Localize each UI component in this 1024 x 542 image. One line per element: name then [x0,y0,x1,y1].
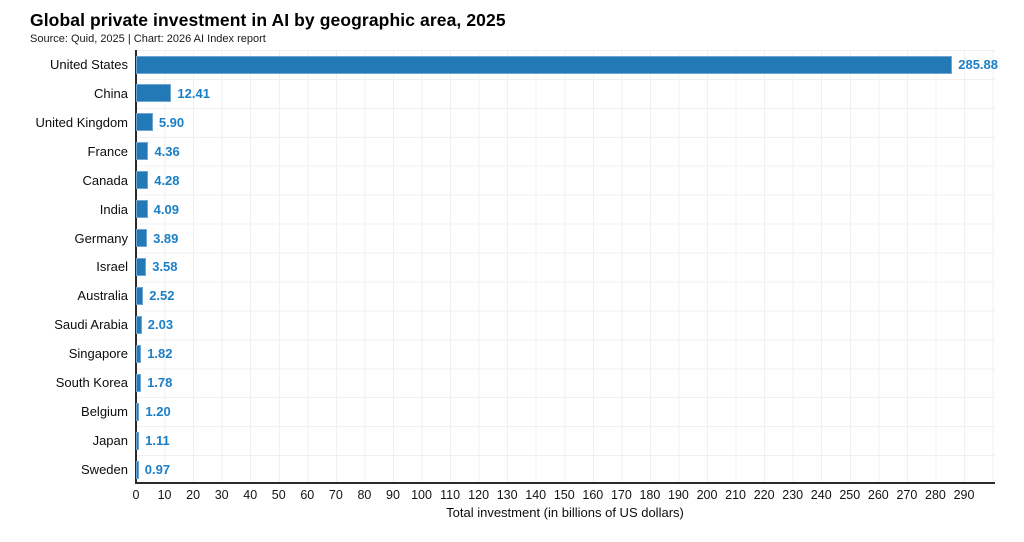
x-tick-label: 80 [357,488,372,502]
bar [136,84,172,103]
bar [136,200,148,219]
value-label: 1.20 [145,404,171,420]
x-tick-label: 10 [157,488,172,502]
value-label: 2.03 [147,317,174,333]
bar-row: Germany 3.89 [0,224,1024,253]
value-label: 1.11 [145,433,170,449]
x-tick-label: 260 [867,488,889,502]
x-tick-label: 120 [468,488,490,502]
x-tick-label: 100 [411,488,432,502]
x-tick-label: 30 [214,488,229,502]
bar-row: China 12.41 [0,79,1024,108]
bar [136,344,142,363]
bar-row: Japan 1.11 [0,426,1024,455]
bar-row: Belgium 1.20 [0,397,1024,426]
value-label: 4.36 [154,143,180,159]
bar-row: Canada 4.28 [0,166,1024,195]
category-label: France [87,143,128,159]
x-tick-label: 240 [810,488,832,502]
chart-title: Global private investment in AI by geogr… [30,10,506,30]
category-label: South Korea [55,375,128,391]
bar-row: India 4.09 [0,195,1024,224]
category-label: China [94,85,128,101]
bar [136,315,142,334]
bar [136,402,140,421]
bar [136,286,144,305]
bar [136,460,139,479]
bar [136,55,953,74]
x-tick-label: 270 [896,488,918,502]
x-tick-label: 110 [440,488,461,502]
category-label: United States [49,56,128,72]
bar-row: Saudi Arabia 2.03 [0,310,1024,339]
bar-row: South Korea 1.78 [0,368,1024,397]
x-tick-label: 180 [639,488,661,502]
x-tick-label: 40 [243,488,258,502]
x-axis-title: Total investment (in billions of US doll… [446,505,684,520]
chart-source-line: Source: Quid, 2025 | Chart: 2026 AI Inde… [30,33,266,45]
bar [136,431,140,450]
x-tick-label: 230 [782,488,804,502]
category-label: Israel [96,259,128,275]
x-tick-label: 140 [525,488,547,502]
x-tick-label: 160 [582,488,604,502]
x-tick-label: 170 [610,488,632,502]
bar [136,229,148,248]
x-tick-label: 20 [186,488,201,502]
x-tick-label: 250 [839,488,861,502]
category-label: Australia [77,288,128,304]
x-tick-label: 70 [328,488,343,502]
value-label: 4.28 [154,172,180,188]
category-label: Singapore [68,346,128,362]
category-label: Canada [82,172,128,188]
category-label: Belgium [81,404,128,420]
x-tick-label: 50 [271,488,286,502]
x-tick-label: 90 [386,488,400,502]
x-tick-label: 210 [725,488,746,502]
value-label: 0.97 [144,462,171,478]
bar-row: France 4.36 [0,137,1024,166]
x-axis-ticks: 0 10 20 30 40 50 60 70 80 90 100 110 120 130 140 150 160… [0,488,1024,504]
category-label: India [99,201,128,217]
bar-row: Singapore 1.82 [0,339,1024,368]
bar [136,258,147,277]
bar-row: United States 285.88 [0,50,1024,79]
bar [136,142,149,161]
x-tick-label: 220 [753,488,775,502]
category-label: Saudi Arabia [54,317,128,333]
category-label: Sweden [81,462,128,478]
bar-row: Australia 2.52 [0,281,1024,310]
category-label: Germany [74,230,128,246]
value-label: 2.52 [149,288,175,304]
value-label: 4.09 [153,201,179,217]
bar-row: United Kingdom 5.90 [0,108,1024,137]
category-label: Japan [92,433,128,449]
x-tick-label: 200 [696,488,718,502]
x-tick-label: 190 [668,488,689,502]
category-label: United Kingdom [35,114,129,130]
bar [136,113,153,132]
value-label: 1.78 [147,375,173,391]
x-tick-label: 130 [496,488,518,502]
plot-area [135,50,995,484]
x-tick-label: 280 [925,488,946,502]
x-tick-label: 150 [553,488,575,502]
value-label: 1.82 [147,346,173,362]
value-label: 12.41 [177,85,210,101]
x-tick-label: 0 [132,488,140,502]
bar [136,373,142,392]
bar-rows: United States 285.88 China 12.41 United King… [0,50,1024,484]
bar-row: Israel 3.58 [0,253,1024,282]
bar [136,171,149,190]
value-label: 285.88 [958,56,998,72]
bar-row: Sweden 0.97 [0,455,1024,484]
value-label: 5.90 [158,114,185,130]
value-label: 3.58 [152,259,178,275]
x-tick-label: 290 [953,488,975,502]
value-label: 3.89 [153,230,179,246]
x-tick-label: 60 [300,488,315,502]
